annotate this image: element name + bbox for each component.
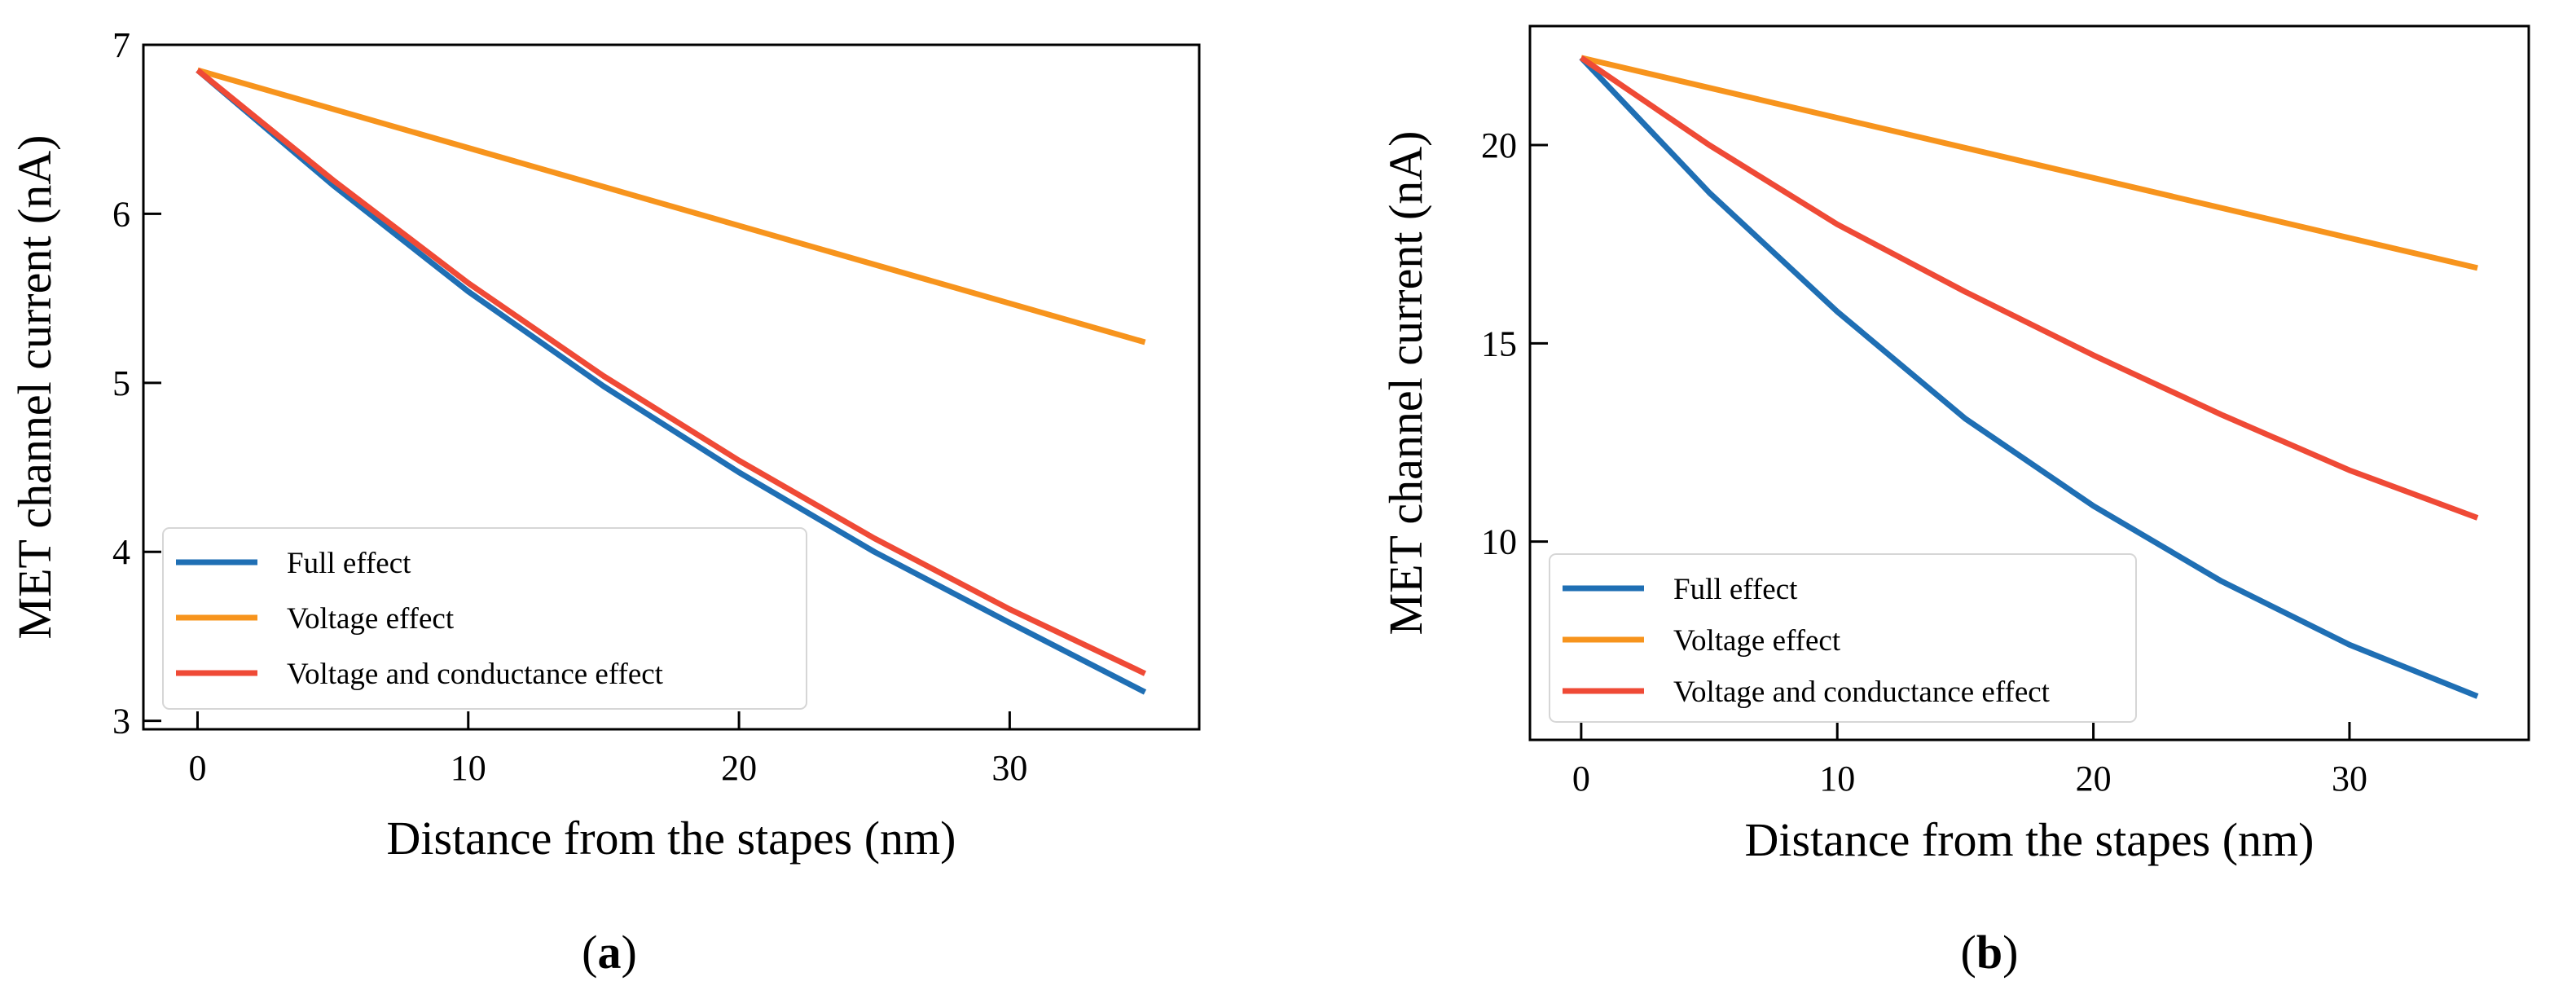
panel-label-letter: b [1976, 926, 2002, 979]
x-tick-label: 20 [2076, 759, 2112, 799]
x-tick-label: 20 [721, 748, 757, 788]
x-axis-title: Distance from the stapes (nm) [386, 812, 956, 865]
y-axis-title: MET channel current (nA) [1379, 131, 1432, 636]
legend: Full effect Voltage effect Voltage and con… [162, 527, 807, 710]
series-line-1 [1580, 55, 2478, 271]
x-tick-label: 30 [991, 748, 1027, 788]
legend-label-0: Full effect [287, 547, 411, 580]
legend-label-1: Voltage effect [287, 602, 455, 636]
legend-box [1549, 553, 2137, 723]
series-line-0 [196, 68, 1147, 695]
series-line-2 [196, 68, 1147, 676]
x-tick-label: 0 [188, 748, 206, 788]
chart-panel-a: 0 10 20 30 3 4 5 6 7 Distance from the stapes (nm… [8, 25, 1201, 979]
legend-label-0: Full effect [1673, 573, 1798, 606]
y-tick-label: 7 [112, 25, 130, 65]
y-tick-label: 5 [112, 363, 130, 403]
y-tick-label: 15 [1481, 323, 1517, 363]
panel-label-close-paren: ) [622, 926, 637, 979]
chart-panel-b: 0 10 20 30 10 15 20 Distance from the stapes (n… [1379, 24, 2530, 979]
panel-label-letter: a [598, 926, 622, 979]
x-tick-label: 10 [1819, 759, 1855, 799]
panel-label: (a) [582, 926, 637, 979]
x-tick-label: 10 [451, 748, 486, 788]
series-line-2 [1579, 55, 2479, 521]
plot-frame [142, 43, 1201, 731]
legend-box [162, 527, 807, 710]
series-line-0 [1579, 55, 2479, 699]
y-tick-label: 4 [112, 532, 130, 572]
panel-label-open-paren: ( [1961, 926, 1976, 979]
x-tick-label: 0 [1572, 759, 1590, 799]
y-tick-label: 10 [1481, 522, 1517, 562]
legend-label-2: Voltage and conductance effect [1673, 676, 2051, 709]
plot-frame [1528, 24, 2530, 742]
series-line-1 [196, 67, 1146, 345]
y-tick-label: 20 [1481, 125, 1517, 165]
panel-label-close-paren: ) [2002, 926, 2018, 979]
legend: Full effect Voltage effect Voltage and con… [1549, 553, 2137, 723]
y-tick-label: 6 [112, 194, 130, 234]
y-tick-label: 3 [112, 702, 130, 742]
legend-label-2: Voltage and conductance effect [287, 658, 664, 691]
legend-label-1: Voltage effect [1673, 624, 1841, 658]
panel-label: (b) [1961, 926, 2019, 979]
x-axis-title: Distance from the stapes (nm) [1744, 813, 2314, 866]
y-axis-title: MET channel current (nA) [8, 135, 61, 640]
x-tick-label: 30 [2332, 759, 2367, 799]
panel-label-open-paren: ( [582, 926, 597, 979]
